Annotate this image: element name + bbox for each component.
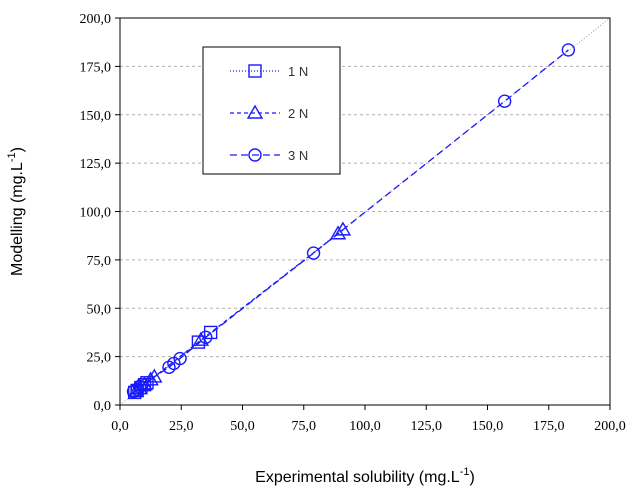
y-tick-label: 100,0 — [80, 206, 112, 221]
data-point — [130, 382, 144, 397]
legend-label: 1 N — [288, 64, 308, 79]
data-point — [329, 225, 347, 240]
x-tick-label: 25,0 — [169, 419, 194, 434]
y-tick-label: 175,0 — [80, 60, 112, 75]
x-axis-title-text: Experimental solubility (mg.L — [255, 469, 460, 486]
legend-entry: 1 N — [230, 64, 308, 79]
x-tick-label: 200,0 — [594, 419, 626, 434]
x-axis-title-end: ) — [469, 469, 474, 486]
legend-marker — [248, 148, 262, 162]
legend-box — [202, 46, 341, 175]
data-point — [199, 330, 213, 344]
series-group — [126, 43, 576, 400]
data-point — [334, 221, 352, 236]
y-tick-labels: 0,0 25,0 50,0 75,0 100,0 125,0 150,0 175,0 200,0 — [80, 12, 112, 414]
legend-entry: 2 N — [230, 104, 308, 121]
y-tick-label: 25,0 — [87, 351, 112, 366]
y-axis-title-superscript: -1 — [6, 152, 18, 162]
x-tick-label: 100,0 — [349, 419, 381, 434]
legend-entries: 1 N 2 N 3 N — [230, 64, 308, 163]
legend-entry: 3 N — [230, 148, 308, 163]
x-tick-label: 125,0 — [411, 419, 443, 434]
series-2 — [127, 221, 352, 398]
data-point — [203, 325, 218, 340]
y-tick-label: 50,0 — [87, 302, 112, 317]
x-axis-title-superscript: -1 — [460, 466, 470, 478]
y-axis-title-text: Modelling (mg.L — [9, 162, 26, 276]
data-point — [561, 43, 576, 57]
data-point — [497, 94, 512, 108]
x-tick-label: 75,0 — [292, 419, 317, 434]
y-tick-label: 125,0 — [80, 157, 112, 172]
y-tick-label: 150,0 — [80, 109, 112, 124]
legend-marker — [248, 64, 262, 78]
y-axis-title: Modelling (mg.L-1) — [6, 147, 26, 276]
data-point — [173, 351, 187, 366]
x-tick-labels: 0,0 25,0 50,0 75,0 100,0 125,0 150,0 175,0 200,0 — [111, 419, 626, 434]
legend: 1 N 2 N 3 N — [202, 46, 341, 175]
data-point — [142, 371, 159, 386]
data-point — [135, 377, 149, 392]
legend-marker — [246, 104, 264, 119]
x-tick-label: 0,0 — [111, 419, 129, 434]
y-tick-label: 200,0 — [80, 12, 112, 27]
data-point — [306, 246, 321, 260]
y-tick-label: 75,0 — [87, 254, 112, 269]
series-3 — [126, 43, 576, 399]
grid-lines — [120, 17, 610, 358]
data-point — [132, 379, 147, 394]
x-tick-label: 175,0 — [533, 419, 565, 434]
y-axis-title-end: ) — [9, 147, 26, 152]
series-line — [133, 49, 569, 393]
tick-marks — [115, 17, 611, 410]
legend-label: 2 N — [288, 106, 308, 121]
y-tick-label: 0,0 — [94, 399, 112, 414]
x-axis-title: Experimental solubility (mg.L-1) — [255, 466, 475, 486]
x-tick-label: 150,0 — [472, 419, 504, 434]
legend-label: 3 N — [288, 148, 308, 163]
x-tick-label: 50,0 — [230, 419, 255, 434]
identity-line — [119, 17, 611, 406]
data-point — [146, 368, 163, 383]
